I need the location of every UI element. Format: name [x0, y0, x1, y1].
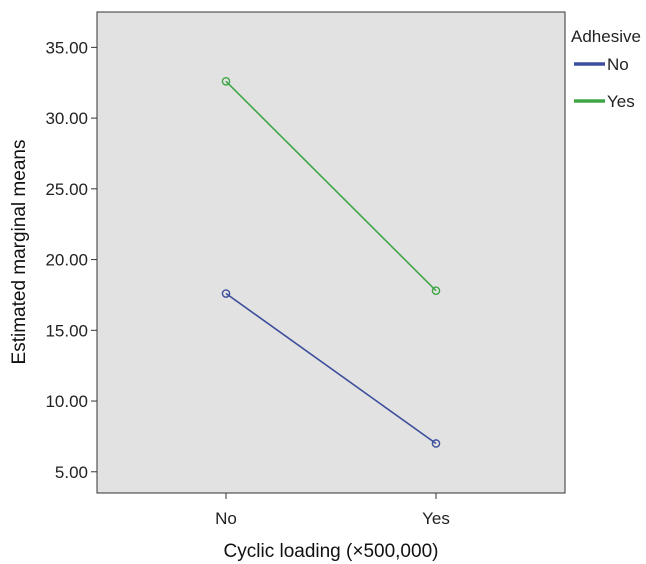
- y-tick-label: 5.00: [55, 463, 88, 482]
- series-lines: [225, 80, 437, 445]
- legend-label-no: No: [607, 55, 629, 74]
- y-tick-label: 30.00: [45, 109, 88, 128]
- data-point-yes: [221, 77, 231, 86]
- x-axis: No Yes: [215, 493, 450, 528]
- y-axis: 5.00 10.00 15.00 20.00 25.00 30.00 35.00: [45, 38, 97, 482]
- y-tick-label: 25.00: [45, 180, 88, 199]
- series-line-no: [225, 292, 437, 445]
- x-axis-title: Cyclic loading (×500,000): [224, 541, 439, 562]
- y-tick-label: 20.00: [45, 251, 88, 270]
- x-tick-label: No: [215, 509, 237, 528]
- y-tick-label: 35.00: [45, 38, 88, 57]
- legend-title: Adhesive: [571, 27, 641, 46]
- data-point-yes: [431, 286, 441, 295]
- data-point-no: [431, 439, 441, 448]
- y-tick-label: 10.00: [45, 392, 88, 411]
- data-point-no: [221, 289, 231, 298]
- legend: Adhesive No Yes: [571, 27, 641, 111]
- series-points: [221, 77, 441, 448]
- legend-label-yes: Yes: [607, 92, 635, 111]
- plot-area: [96, 11, 566, 494]
- series-line-yes: [225, 80, 437, 292]
- x-tick-label: Yes: [422, 509, 450, 528]
- y-tick-label: 15.00: [45, 321, 88, 340]
- y-axis-title: Estimated marginal means: [9, 140, 30, 365]
